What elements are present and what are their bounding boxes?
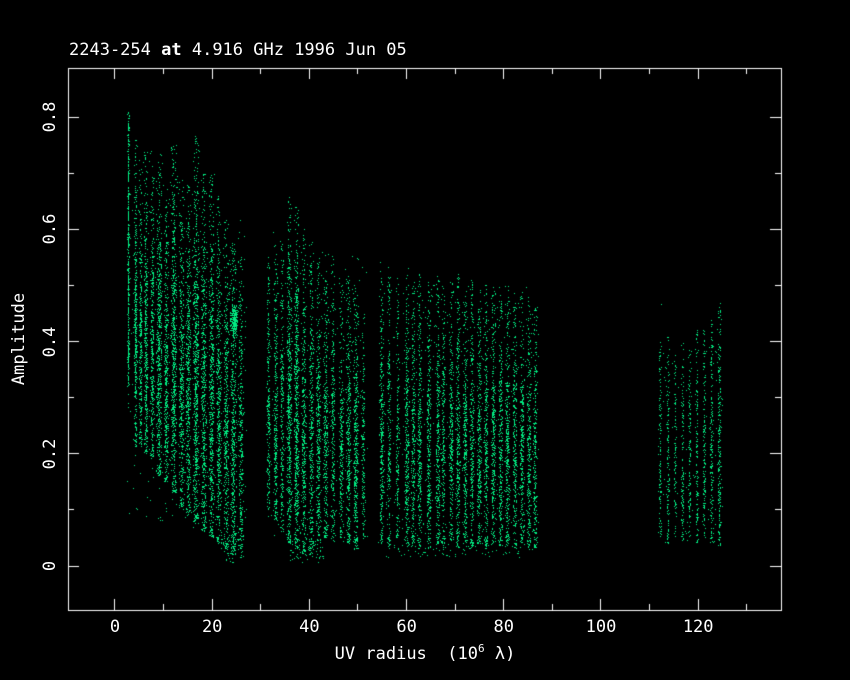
x-axis-label-suffix: λ) (484, 644, 516, 664)
y-tick-label-0.4: 0.4 (40, 326, 60, 357)
y-axis-label: Amplitude (9, 292, 29, 386)
x-axis-label-prefix: UV radius (10 (334, 644, 478, 664)
y-tick-label-0.6: 0.6 (40, 214, 60, 245)
plot-title-frequency-date: 4.916 GHz 1996 Jun 05 (181, 40, 407, 60)
y-tick-label-0.8: 0.8 (40, 101, 60, 133)
x-axis-label: UV radius (106 λ) (334, 642, 516, 666)
x-tick-label-20: 20 (201, 617, 223, 637)
plot-title-source: 2243-254 (69, 40, 162, 60)
x-tick-label-60: 60 (396, 617, 417, 637)
x-tick-label-100: 100 (585, 617, 617, 637)
x-tick-label-0: 0 (109, 617, 121, 637)
y-tick-label-0: 0 (40, 560, 60, 572)
plot-title-connector: at (161, 40, 182, 60)
x-tick-label-80: 80 (493, 617, 515, 637)
y-tick-label-0.2: 0.2 (40, 438, 60, 470)
plot-title: 2243-254 at 4.916 GHz 1996 Jun 05 (69, 41, 407, 59)
x-tick-label-120: 120 (682, 617, 714, 637)
x-axis-label-superscript: 6 (477, 642, 485, 655)
x-tick-label-40: 40 (299, 617, 320, 637)
